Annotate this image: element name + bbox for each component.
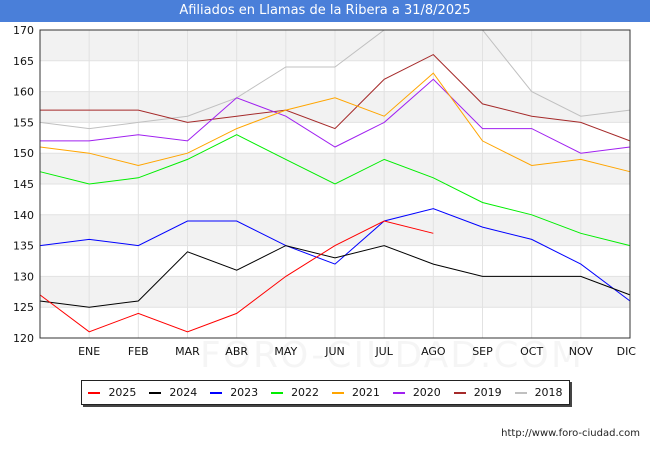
x-tick-label: NOV	[569, 345, 594, 358]
legend-label: 2022	[291, 386, 320, 399]
plot-border	[39, 29, 631, 339]
x-tick-label: JUN	[324, 345, 345, 358]
legend-item-2018: 2018	[514, 386, 563, 399]
x-tick-label: SEP	[472, 345, 493, 358]
legend: 2025 2024 2023 2022 2021 2020 2019 2018	[81, 380, 570, 405]
legend-item-2019: 2019	[453, 386, 502, 399]
legend-swatch	[331, 391, 344, 394]
x-tick-label: DIC	[617, 345, 637, 358]
legend-label: 2021	[351, 386, 380, 399]
legend-label: 2023	[230, 386, 259, 399]
legend-swatch	[392, 391, 405, 394]
legend-label: 2025	[108, 386, 137, 399]
series-line-2022	[39, 134, 631, 247]
legend-item-2023: 2023	[210, 386, 258, 399]
legend-label: 2018	[534, 386, 563, 399]
y-axis-ticks: 120 125 130 135 140 145 150 155 160 165 170	[13, 24, 34, 345]
x-tick-label: MAR	[175, 345, 200, 358]
legend-item-2025: 2025	[88, 386, 136, 399]
y-tick-label: 145	[13, 178, 34, 191]
series-line-2019	[40, 53, 631, 142]
series-line-2020	[40, 78, 631, 154]
legend-label: 2024	[169, 386, 198, 399]
y-tick-label: 125	[13, 301, 34, 314]
y-tick-label: 130	[13, 270, 34, 283]
x-tick-label: MAY	[274, 345, 297, 358]
legend-swatch	[210, 391, 223, 394]
y-tick-label: 165	[13, 55, 34, 68]
y-tick-label: 140	[13, 209, 34, 222]
y-tick-label: 135	[13, 240, 34, 253]
legend-swatch	[453, 391, 466, 394]
y-tick-label: 160	[13, 86, 34, 99]
legend-swatch	[514, 391, 527, 394]
series-line-2018	[39, 29, 631, 130]
chart-title: Afiliados en Llamas de la Ribera a 31/8/…	[0, 0, 650, 22]
x-tick-label: ABR	[225, 345, 248, 358]
y-tick-label: 170	[13, 24, 34, 37]
legend-swatch	[88, 391, 101, 394]
x-tick-label: AGO	[421, 345, 446, 358]
y-tick-label: 120	[13, 332, 34, 345]
legend-item-2024: 2024	[149, 386, 197, 399]
legend-label: 2020	[412, 386, 441, 399]
series-line-2023	[39, 208, 631, 302]
legend-swatch	[271, 391, 284, 394]
y-tick-label: 150	[13, 147, 34, 160]
x-tick-label: OCT	[520, 345, 543, 358]
legend-label: 2019	[473, 386, 502, 399]
series-lines	[39, 29, 631, 333]
x-tick-label: FEB	[128, 345, 149, 358]
series-line-2021	[39, 72, 631, 173]
x-tick-label: ENE	[78, 345, 100, 358]
source-url[interactable]: http://www.foro-ciudad.com	[501, 428, 640, 439]
y-tick-label: 155	[13, 116, 34, 129]
series-line-2025	[39, 220, 434, 333]
x-tick-label: JUL	[374, 345, 393, 358]
legend-swatch	[149, 391, 162, 394]
x-axis-ticks: ENE FEB MAR ABR MAY JUN JUL AGO SEP OCT NOV DIC	[78, 345, 636, 358]
legend-item-2022: 2022	[271, 386, 319, 399]
legend-item-2020: 2020	[392, 386, 441, 399]
legend-item-2021: 2021	[331, 386, 380, 399]
watermark: FORO-CIUDAD.COM	[200, 335, 584, 376]
series-line-2024	[39, 245, 631, 308]
